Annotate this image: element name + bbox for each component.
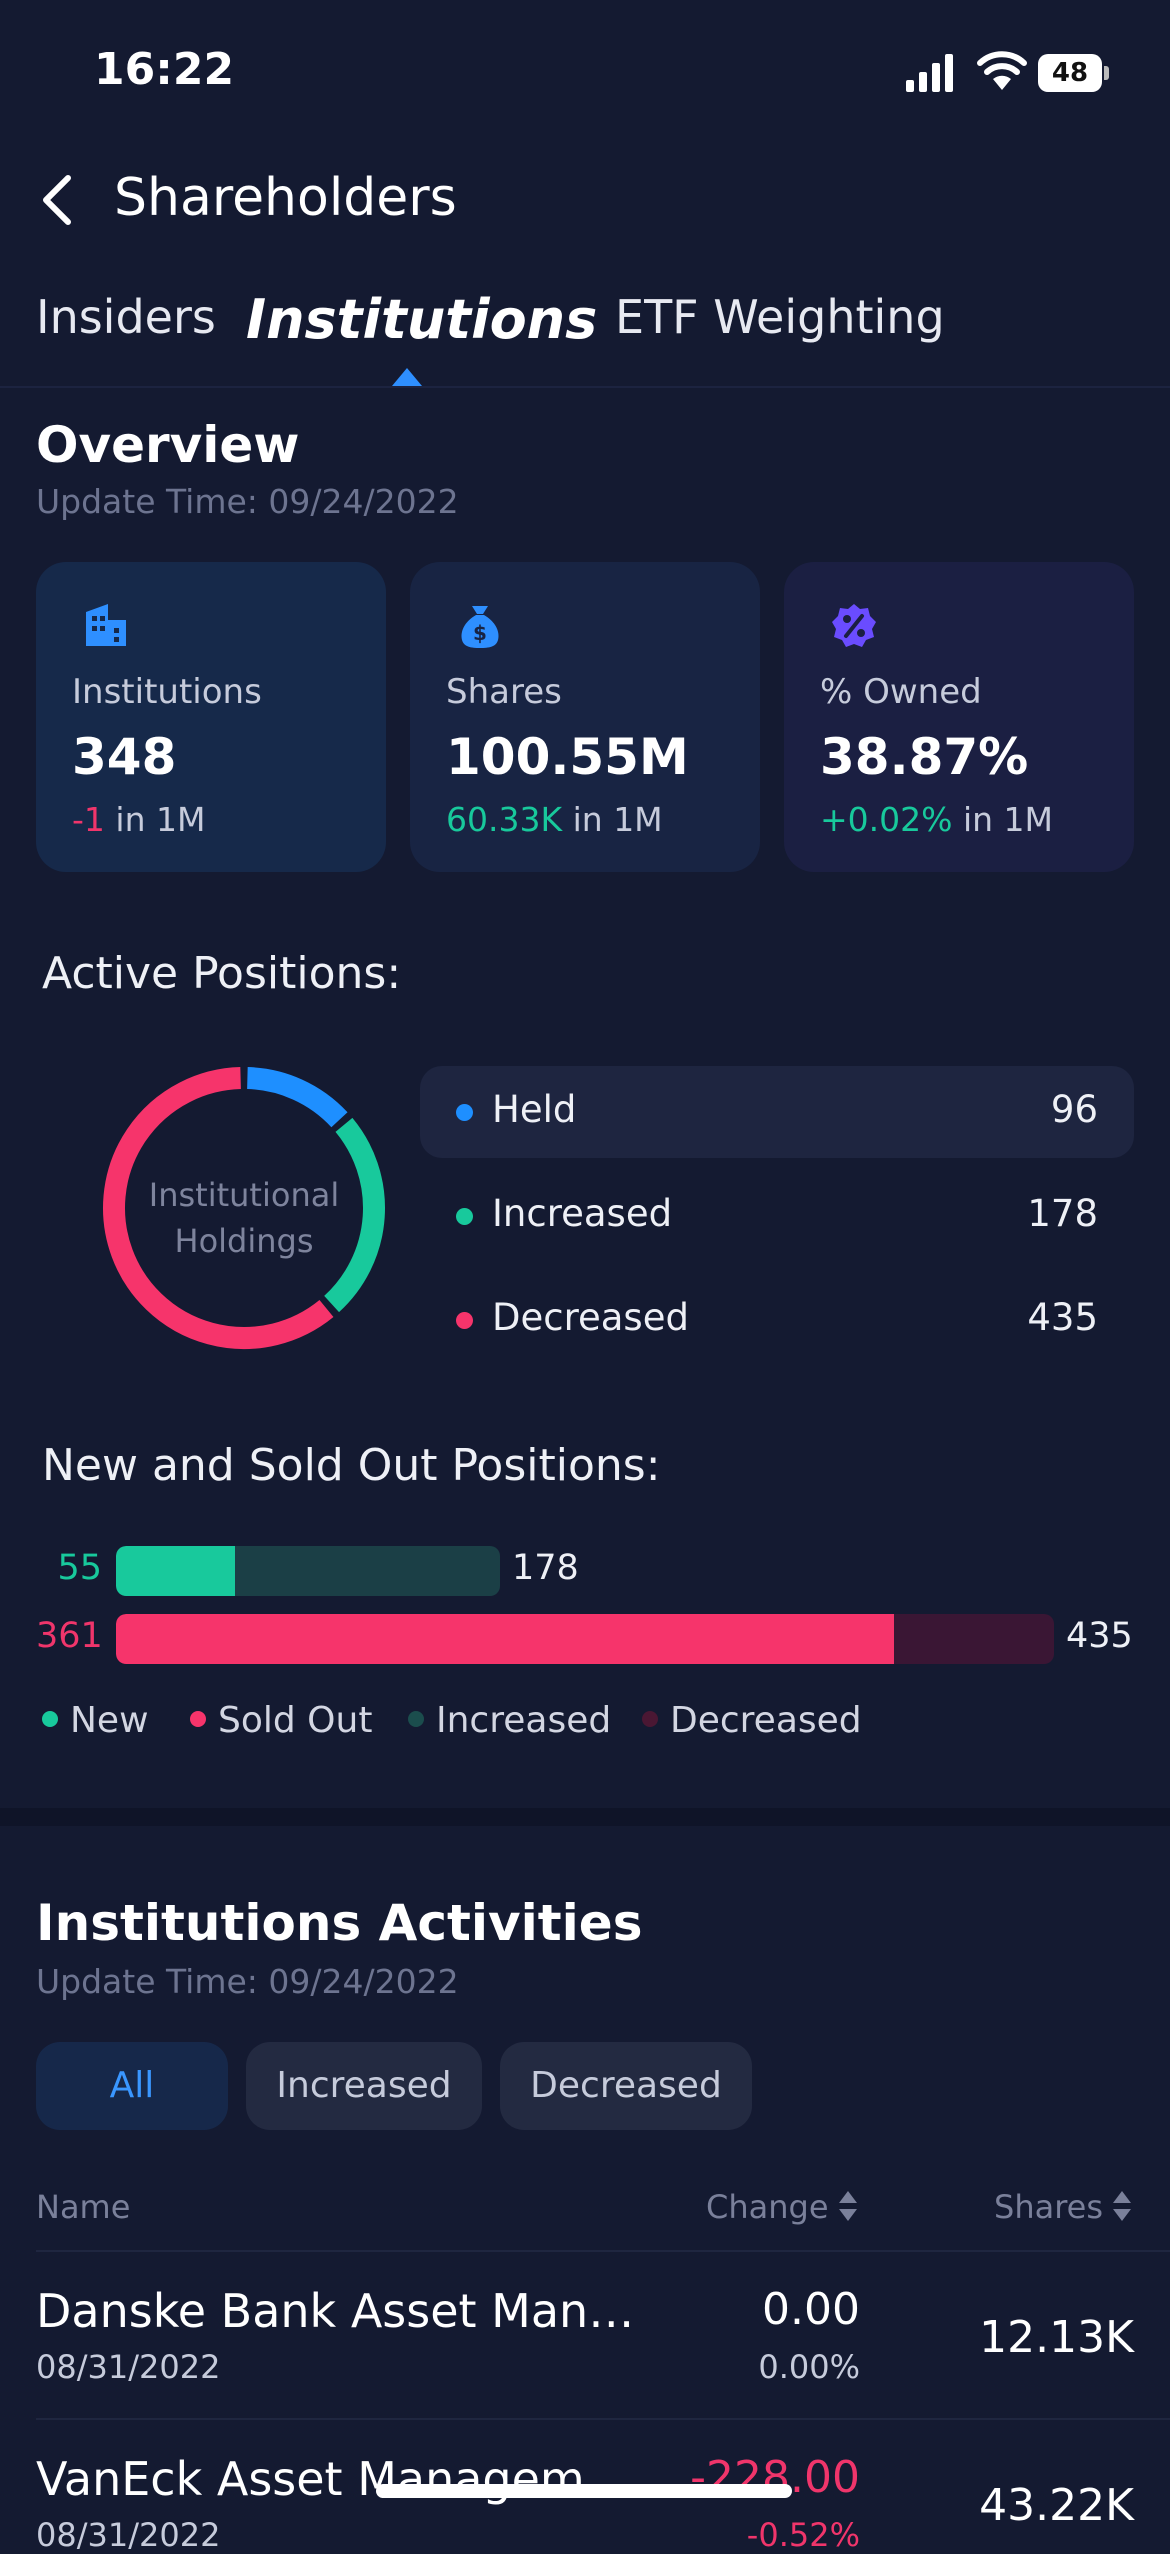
row-divider <box>36 2418 1170 2420</box>
active-positions-donut: Institutional Holdings <box>103 1067 385 1349</box>
overview-update-time: Update Time: 09/24/2022 <box>36 482 459 521</box>
card-value: 348 <box>72 728 177 786</box>
filter-decreased[interactable]: Decreased <box>500 2042 752 2130</box>
card-change: 60.33K <box>446 800 563 839</box>
institution-date: 08/31/2022 <box>36 2348 221 2386</box>
legend-name: Increased <box>492 1192 673 1235</box>
legend-value: 178 <box>1027 1192 1098 1235</box>
change-value: 0.00 <box>762 2284 860 2335</box>
money-bag-icon: $ <box>461 606 499 648</box>
column-change[interactable]: Change <box>706 2188 859 2226</box>
legend-dot <box>456 1208 473 1225</box>
increased-count: 178 <box>512 1548 579 1588</box>
header-divider <box>36 2250 1170 2252</box>
column-name: Name <box>36 2188 131 2226</box>
card-value: 38.87% <box>820 728 1029 786</box>
svg-text:$: $ <box>473 621 487 645</box>
change-percent: 0.00% <box>758 2348 860 2386</box>
increased-bar-track <box>116 1546 500 1596</box>
legend-dot <box>456 1104 473 1121</box>
back-chevron-icon[interactable] <box>38 172 74 228</box>
cellular-signal-icon <box>906 54 953 92</box>
legend-name: Decreased <box>492 1296 689 1339</box>
shares-value: 12.13K <box>979 2312 1134 2363</box>
status-time: 16:22 <box>94 44 235 95</box>
tab-institutions[interactable]: Institutions <box>246 288 598 351</box>
card-label: % Owned <box>820 672 982 712</box>
tab-insiders[interactable]: Insiders <box>36 290 216 344</box>
legend-new: New <box>42 1700 149 1741</box>
activities-title: Institutions Activities <box>36 1894 643 1952</box>
legend-value: 435 <box>1027 1296 1098 1339</box>
sort-icon <box>838 2191 857 2221</box>
institutions-card[interactable]: Institutions 348 -1 in 1M <box>36 562 386 872</box>
section-separator <box>0 1808 1170 1826</box>
column-shares[interactable]: Shares <box>994 2188 1133 2226</box>
legend-sold-out: Sold Out <box>190 1700 372 1741</box>
activities-update-time: Update Time: 09/24/2022 <box>36 1962 459 2001</box>
percent-owned-card[interactable]: % Owned 38.87% +0.02% in 1M <box>784 562 1134 872</box>
legend-increased: Increased <box>408 1700 611 1741</box>
donut-center-label-1: Institutional <box>149 1176 339 1214</box>
shares-card[interactable]: $ Shares 100.55M 60.33K in 1M <box>410 562 760 872</box>
card-period: in 1M <box>562 800 663 839</box>
page-title: Shareholders <box>114 168 457 228</box>
donut-segment-increased <box>324 1117 385 1313</box>
sort-icon <box>1113 2191 1132 2221</box>
battery-icon: 48 <box>1038 54 1110 92</box>
card-period: in 1M <box>952 800 1054 839</box>
card-label: Institutions <box>72 672 262 712</box>
card-change: -1 <box>72 800 105 839</box>
legend-decreased: Decreased <box>642 1700 862 1741</box>
legend-row-increased[interactable]: Increased 178 <box>420 1170 1134 1262</box>
donut-segment-decreased <box>103 1067 334 1349</box>
new-bar-fill <box>116 1546 235 1596</box>
donut-segment-held <box>246 1067 348 1128</box>
home-indicator[interactable] <box>376 2484 792 2498</box>
legend-row-held[interactable]: Held 96 <box>420 1066 1134 1158</box>
legend-name: Held <box>492 1088 577 1131</box>
card-change: +0.02% <box>820 800 953 839</box>
overview-title: Overview <box>36 416 300 474</box>
legend-value: 96 <box>1050 1088 1098 1131</box>
tab-divider <box>0 386 1170 388</box>
battery-level: 48 <box>1038 54 1102 92</box>
sold-out-count: 361 <box>36 1616 103 1656</box>
filter-increased[interactable]: Increased <box>246 2042 482 2130</box>
tab-etf-weighting[interactable]: ETF Weighting <box>615 290 945 344</box>
institution-name[interactable]: Danske Bank Asset Man… <box>36 2284 635 2338</box>
active-tab-indicator <box>392 368 422 386</box>
shares-value: 43.22K <box>979 2480 1134 2531</box>
card-value: 100.55M <box>446 728 689 786</box>
legend-row-decreased[interactable]: Decreased 435 <box>420 1274 1134 1366</box>
new-sold-title: New and Sold Out Positions: <box>42 1440 661 1491</box>
new-count: 55 <box>57 1548 102 1588</box>
wifi-icon <box>977 51 1027 90</box>
institution-date: 08/31/2022 <box>36 2516 221 2554</box>
card-period: in 1M <box>104 800 206 839</box>
sold-out-bar-fill <box>116 1614 895 1664</box>
donut-center-label-2: Holdings <box>175 1222 314 1260</box>
card-label: Shares <box>446 672 562 712</box>
decreased-bar-track <box>116 1614 1054 1664</box>
filter-all[interactable]: All <box>36 2042 228 2130</box>
change-percent: -0.52% <box>746 2516 860 2554</box>
legend-dot <box>456 1312 473 1329</box>
building-icon <box>86 604 126 646</box>
decreased-count: 435 <box>1066 1616 1133 1656</box>
percent-badge-icon <box>832 604 876 647</box>
active-positions-title: Active Positions: <box>42 948 402 999</box>
